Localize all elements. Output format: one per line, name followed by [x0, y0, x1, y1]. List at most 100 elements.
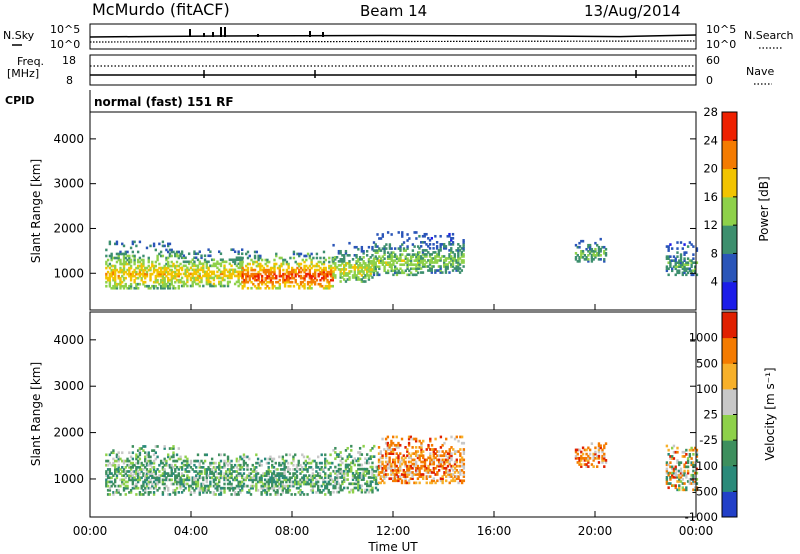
velocity-cell	[313, 459, 316, 463]
power-cell	[308, 256, 312, 260]
power-cell	[299, 270, 303, 274]
power-cell	[294, 268, 297, 272]
power-cell	[355, 262, 358, 265]
power-cell	[357, 278, 360, 281]
velocity-cell	[223, 478, 226, 482]
velocity-cell	[299, 478, 302, 482]
power-cell	[126, 258, 129, 262]
velocity-cell	[212, 484, 216, 488]
velocity-cell	[239, 474, 242, 478]
power-cell	[365, 266, 369, 269]
power-cell	[168, 254, 172, 258]
power-cell	[257, 264, 260, 268]
power-cell	[209, 284, 212, 288]
power-cell	[444, 267, 448, 270]
velocity-cell	[106, 474, 110, 478]
power-cell	[394, 269, 397, 273]
power-cell	[450, 255, 453, 258]
velocity-cell	[601, 461, 604, 464]
velocity-cell	[131, 445, 135, 448]
power-cell	[357, 270, 360, 273]
velocity-cell	[149, 474, 152, 478]
velocity-cell	[402, 471, 405, 474]
velocity-cell	[177, 480, 180, 484]
power-cell	[149, 274, 152, 278]
power-cell	[339, 274, 342, 277]
velocity-cell	[138, 493, 142, 496]
power-cell	[193, 272, 196, 276]
power-cell	[257, 276, 260, 280]
power-cell	[187, 274, 191, 278]
power-cell	[170, 268, 173, 272]
power-cell	[195, 270, 198, 274]
velocity-cell	[357, 484, 360, 488]
velocity-cell	[138, 478, 142, 482]
velocity-cell	[594, 452, 597, 456]
power-cell	[672, 259, 676, 262]
velocity-cell	[235, 465, 239, 469]
velocity-cell	[601, 459, 604, 462]
power-cell	[257, 262, 260, 266]
velocity-cell	[258, 463, 262, 467]
velocity-cell	[154, 457, 158, 461]
power-cell	[399, 245, 402, 248]
velocity-cell	[364, 461, 367, 465]
velocity-cell	[152, 470, 156, 473]
velocity-cell	[313, 476, 316, 480]
velocity-cell	[295, 470, 299, 473]
velocity-cell	[167, 463, 170, 467]
power-cell	[364, 266, 367, 269]
velocity-cell	[177, 457, 180, 461]
velocity-cell	[163, 488, 166, 492]
velocity-cell	[126, 470, 129, 473]
velocity-cell	[418, 454, 421, 458]
velocity-cell	[381, 475, 384, 478]
power-cell	[278, 272, 281, 276]
velocity-cell	[209, 468, 212, 471]
velocity-cell	[344, 478, 348, 481]
velocity-cell	[232, 478, 235, 482]
velocity-cell	[140, 461, 143, 465]
velocity-cell	[290, 480, 293, 484]
power-cell	[240, 264, 244, 268]
velocity-cell	[423, 460, 427, 464]
power-cell	[362, 270, 365, 273]
velocity-cell	[265, 493, 269, 496]
power-cell	[126, 254, 129, 258]
velocity-cell	[671, 457, 674, 460]
velocity-cell	[142, 449, 145, 452]
power-cell	[437, 249, 441, 252]
velocity-cell	[218, 478, 221, 482]
power-cell	[191, 272, 194, 276]
velocity-cell	[172, 445, 175, 448]
velocity-cell	[223, 461, 226, 465]
velocity-cell	[678, 478, 681, 481]
power-cell	[460, 255, 464, 258]
velocity-cell	[457, 475, 460, 478]
power-cell	[319, 282, 322, 286]
velocity-cell	[669, 482, 672, 485]
velocity-cell	[455, 450, 458, 453]
velocity-cell	[136, 478, 140, 482]
velocity-cell	[406, 454, 409, 458]
power-cell	[334, 256, 337, 259]
power-cell	[257, 270, 260, 274]
power-cell	[439, 257, 442, 260]
velocity-cell	[182, 488, 186, 492]
velocity-cell	[315, 470, 318, 473]
velocity-cell	[179, 486, 182, 490]
power-cell	[230, 276, 233, 280]
velocity-cell	[325, 486, 329, 490]
velocity-cell	[311, 486, 315, 490]
power-cell	[117, 276, 120, 280]
power-cell	[250, 268, 253, 272]
velocity-cell	[665, 478, 669, 481]
power-cell	[381, 263, 385, 267]
velocity-cell	[294, 472, 297, 475]
power-cell	[147, 256, 150, 260]
power-cell	[151, 284, 154, 288]
power-cell	[296, 266, 299, 270]
power-cell	[310, 262, 313, 266]
velocity-cell	[355, 486, 358, 490]
velocity-cell	[202, 488, 205, 492]
